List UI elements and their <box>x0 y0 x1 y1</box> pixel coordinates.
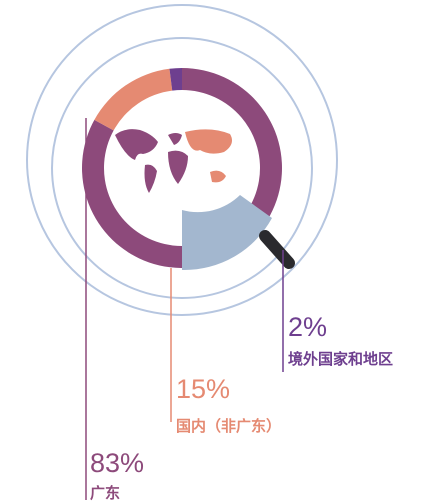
lens <box>182 195 272 271</box>
category-label: 广东 <box>90 484 120 502</box>
value-label: 83% <box>90 448 144 478</box>
handle <box>259 230 295 269</box>
donut-segment <box>169 68 182 91</box>
world-map <box>115 129 232 193</box>
inner-ring <box>51 37 313 299</box>
category-label: 国内（非广东） <box>176 417 281 435</box>
category-label: 境外国家和地区 <box>288 350 393 368</box>
value-label: 15% <box>176 374 230 404</box>
outer-ring <box>26 4 338 316</box>
donut-segment <box>94 68 173 131</box>
value-label: 2% <box>288 312 327 342</box>
